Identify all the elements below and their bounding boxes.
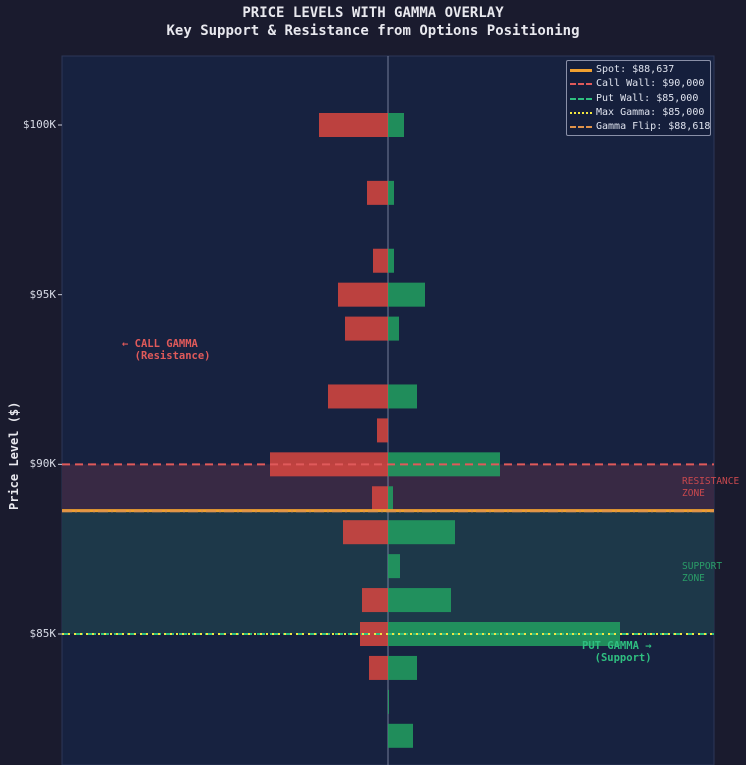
put-gamma-bar-87000 (388, 554, 400, 579)
legend-label: Spot: $88,637 (596, 64, 675, 75)
put-gamma-bar-100000 (388, 113, 404, 137)
put-gamma-bar-88000 (388, 520, 455, 545)
legend-item: Gamma Flip: $88,618 (570, 120, 711, 134)
legend: Spot: $88,637 Call Wall: $90,000 Put Wall:… (566, 60, 711, 136)
put-gamma-bar-82000 (388, 723, 413, 748)
put-gamma-bar-94000 (388, 316, 399, 341)
put-gamma-bar-92000 (388, 384, 417, 409)
y-tick-label: $95K (29, 287, 57, 301)
y-tick-label: $100K (22, 118, 56, 131)
call-gamma-bar-91000 (377, 418, 388, 443)
call-gamma-bar-86000 (362, 588, 388, 613)
support-zone-label: SUPPORT ZONE (682, 561, 723, 584)
legend-swatch (570, 112, 592, 115)
put-gamma-bar-86000 (388, 588, 451, 613)
call-gamma-bar-94000 (345, 316, 388, 341)
legend-item: Put Wall: $85,000 (570, 92, 707, 106)
legend-item: Max Gamma: $85,000 (570, 106, 707, 120)
y-axis-label: Price Level ($) (7, 401, 21, 510)
put-gamma-bar-98000 (388, 180, 394, 205)
legend-swatch (570, 68, 592, 72)
legend-item: Spot: $88,637 (570, 63, 707, 77)
call-gamma-bar-96000 (373, 248, 388, 273)
legend-label: Gamma Flip: $88,618 (596, 121, 711, 133)
call-gamma-bar-95000 (338, 282, 388, 307)
call-gamma-bar-88000 (343, 520, 388, 545)
resistance-zone-label: RESISTANCE ZONE (682, 476, 740, 499)
y-tick-label: $90K (29, 457, 57, 471)
put-gamma-bar-84000 (388, 655, 417, 680)
put-gamma-bar-96000 (388, 248, 394, 273)
legend-label: Max Gamma: $85,000 (596, 106, 705, 118)
call-gamma-bar-100000 (319, 113, 388, 137)
call-gamma-bar-98000 (367, 180, 388, 205)
legend-swatch (570, 83, 592, 86)
put-gamma-bar-95000 (388, 282, 425, 307)
put-gamma-bar-89000 (388, 486, 393, 511)
call-gamma-annotation: ← CALL GAMMA (Resistance) (122, 338, 211, 362)
y-tick-label: $85K (29, 627, 57, 640)
legend-label: Put Wall: $85,000 (596, 92, 699, 104)
call-gamma-bar-92000 (328, 384, 388, 409)
legend-item: Call Wall: $90,000 (570, 77, 707, 91)
call-gamma-bar-84000 (369, 655, 388, 680)
chart-subtitle: Key Support & Resistance from Options Po… (166, 23, 580, 39)
legend-swatch (570, 126, 592, 129)
put-gamma-annotation: PUT GAMMA → (Support) (582, 640, 652, 664)
chart-title: PRICE LEVELS WITH GAMMA OVERLAY (242, 5, 504, 21)
call-gamma-bar-89000 (372, 486, 388, 511)
put-gamma-bar-83000 (388, 689, 389, 714)
legend-label: Call Wall: $90,000 (596, 78, 705, 90)
legend-swatch (570, 97, 592, 100)
